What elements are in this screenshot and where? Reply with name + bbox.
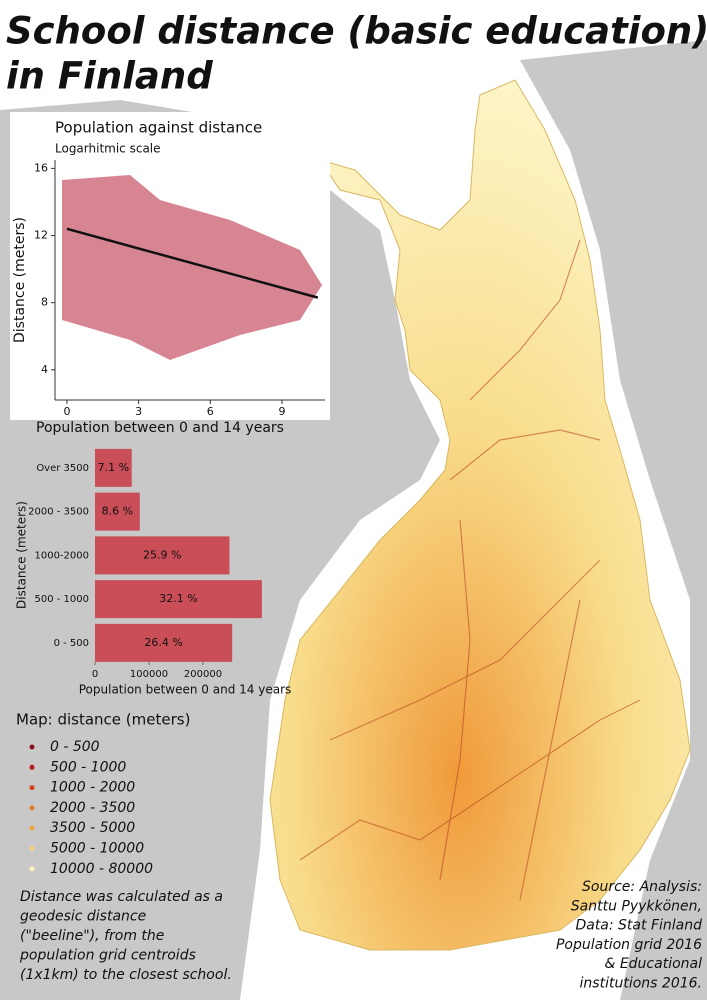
y-tick-label: 12 — [34, 229, 48, 242]
x-tick-label: 0 — [92, 669, 98, 680]
legend-label: 0 - 500 — [50, 739, 100, 755]
legend-swatch — [29, 764, 35, 770]
note-line: population grid centroids — [19, 948, 196, 964]
x-tick-label: 9 — [278, 405, 285, 418]
title-line: in Finland — [6, 55, 213, 98]
bar-label: 7.1 % — [98, 461, 129, 474]
trend-line — [66, 227, 319, 299]
note-line: ("beeline"), from the — [20, 928, 164, 944]
scatter-cloud — [62, 175, 322, 360]
legend-title: Map: distance (meters) — [16, 711, 190, 729]
dynamic-layer: 0 3 6 9 4 8 12 16 0 100000 200000 Over 3500 7.1 % 200… — [19, 160, 702, 992]
source-line: Population grid 2016 — [556, 937, 702, 953]
source-line: & Educational — [604, 956, 702, 972]
bar — [95, 580, 262, 619]
x-axis-label: Population between 0 and 14 years — [36, 420, 284, 436]
note-line: geodesic distance — [20, 909, 146, 925]
x-tick-label: 0 — [63, 405, 70, 418]
y-tick-label: 8 — [41, 296, 48, 309]
source-line: Source: Analysis: — [582, 879, 702, 895]
title-line: School distance (basic education) — [6, 10, 707, 53]
x-tick-label: 200000 — [184, 669, 222, 680]
y-axis-label: Distance (meters) — [12, 217, 28, 343]
y-tick-label: 4 — [41, 363, 48, 376]
x-tick-label: 100000 — [130, 669, 168, 680]
legend-swatch — [29, 846, 35, 851]
legend-label: 3500 - 5000 — [50, 820, 135, 836]
legend-label: 2000 - 3500 — [50, 800, 135, 816]
y-tick-label: 0 - 500 — [54, 638, 89, 649]
bar-label: 26.4 % — [144, 636, 182, 649]
y-axis-label: Distance (meters) — [15, 501, 29, 609]
bar — [95, 536, 230, 575]
x-tick-label: 6 — [207, 405, 214, 418]
x-axis-label: Population between 0 and 14 years — [79, 683, 292, 697]
source-line: Santtu Pyykkönen, — [571, 898, 702, 914]
bar — [95, 623, 233, 662]
title: School distance (basic education) in Fin… — [6, 10, 707, 98]
finland-map — [269, 79, 691, 951]
y-tick-label: 500 - 1000 — [34, 594, 89, 605]
note-line: (1x1km) to the closest school. — [20, 967, 232, 983]
legend-label: 1000 - 2000 — [50, 780, 135, 796]
y-tick-label: Over 3500 — [36, 463, 89, 474]
bar — [95, 492, 140, 531]
legend-swatch — [29, 866, 35, 872]
legend-label: 500 - 1000 — [50, 759, 126, 775]
legend-swatch — [29, 744, 35, 750]
scatter-title: Population against distance — [55, 119, 262, 137]
road-network — [299, 239, 641, 901]
y-tick-label: 16 — [34, 161, 48, 174]
x-tick-label: 3 — [135, 405, 142, 418]
source-line: Data: Stat Finland — [575, 918, 702, 934]
legend-swatch — [29, 825, 35, 831]
bar-label: 32.1 % — [159, 592, 197, 605]
neighbour-land — [520, 40, 707, 1000]
legend-swatch — [29, 785, 35, 791]
legend-swatch — [29, 805, 35, 811]
note-line: Distance was calculated as a — [20, 889, 223, 905]
y-tick-label: 1000-2000 — [34, 550, 89, 561]
bar-label: 8.6 % — [102, 505, 133, 518]
bar — [95, 448, 132, 487]
legend-label: 5000 - 10000 — [50, 841, 144, 857]
bar-label: 25.9 % — [143, 548, 181, 561]
source-line: institutions 2016. — [580, 976, 702, 992]
legend-label: 10000 - 80000 — [50, 861, 153, 877]
y-tick-label: 2000 - 3500 — [28, 507, 89, 518]
scatter-subtitle: Logarhitmic scale — [55, 142, 161, 156]
